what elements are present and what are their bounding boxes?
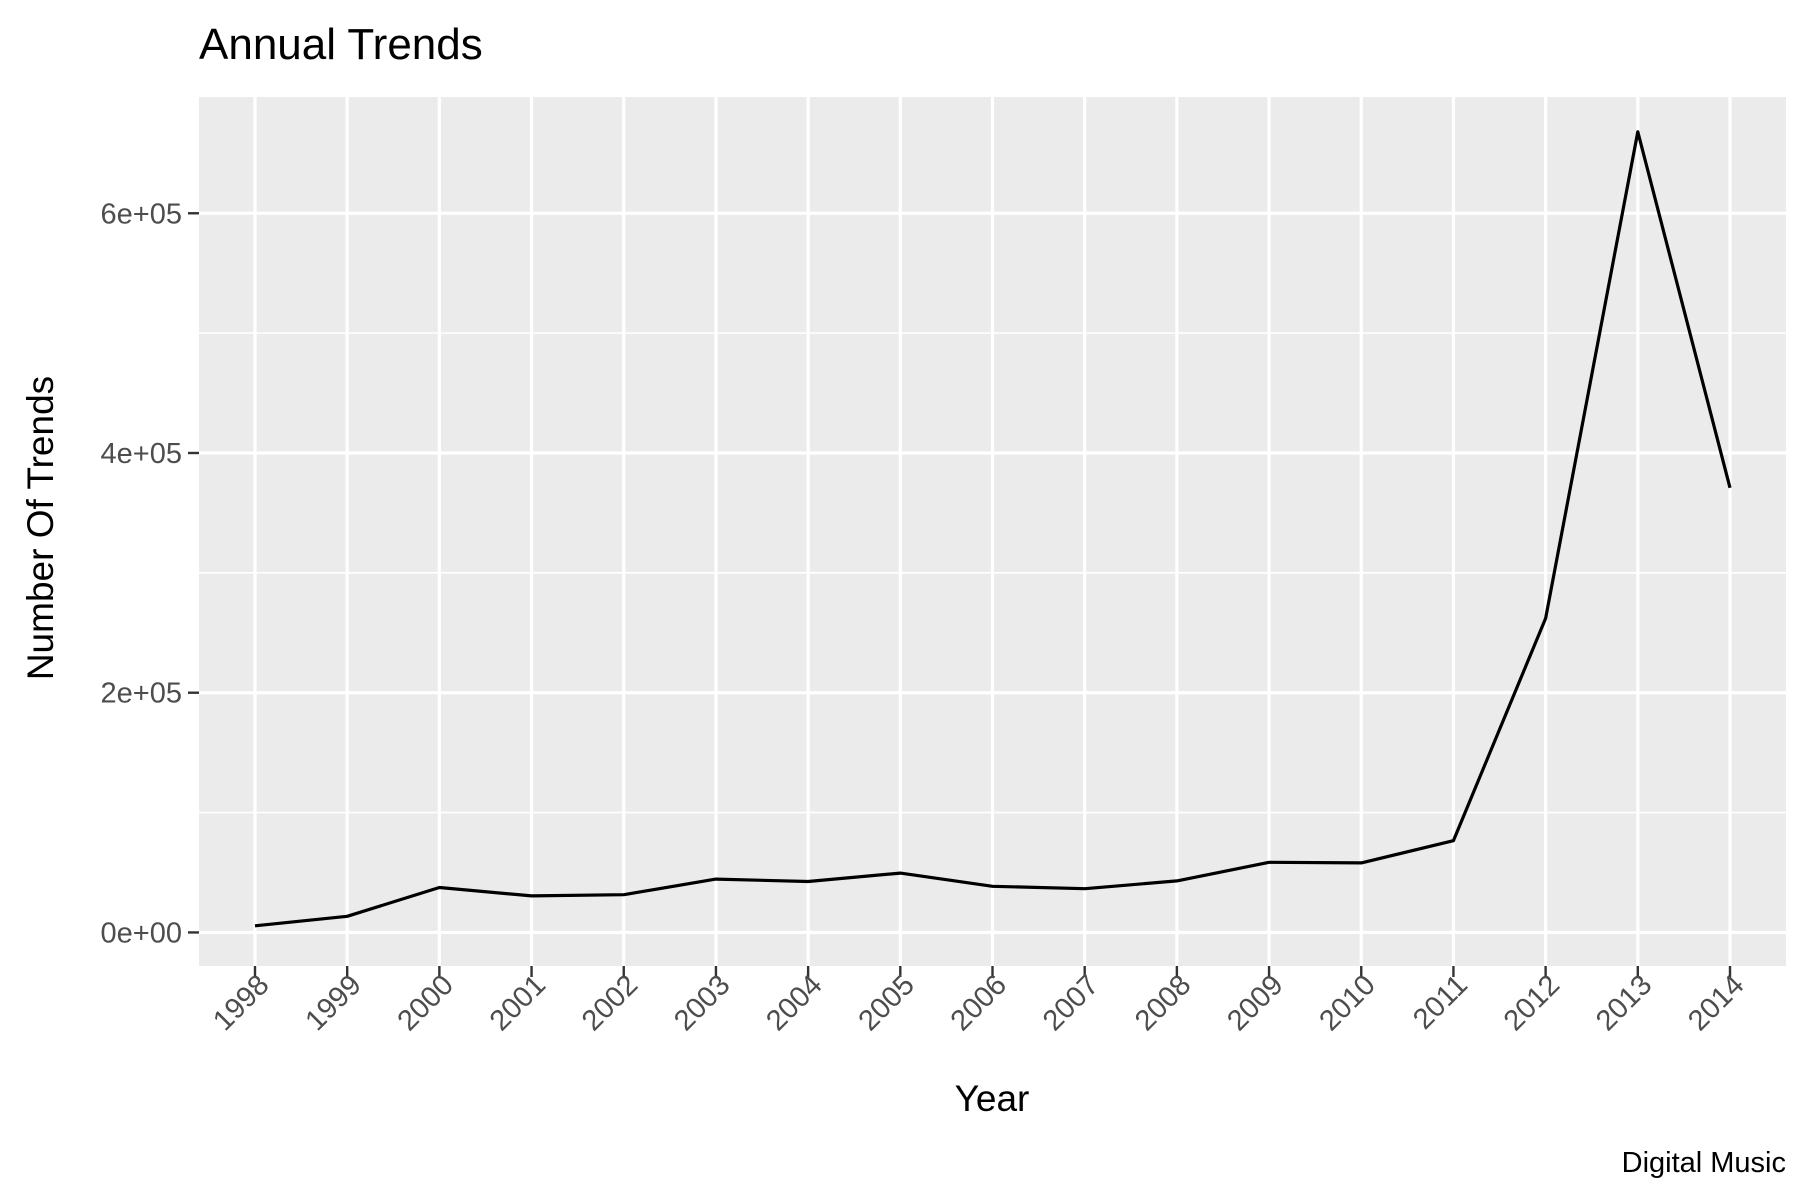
x-tick-label: 2009	[1221, 969, 1289, 1037]
y-tick-label: 0e+00	[101, 917, 182, 949]
y-tick-label: 6e+05	[101, 198, 182, 230]
y-axis-title: Number Of Trends	[20, 376, 61, 680]
x-tick-label: 2002	[576, 969, 644, 1037]
x-tick-label: 1999	[299, 969, 367, 1037]
x-tick-label: 2012	[1498, 969, 1566, 1037]
chart-caption: Digital Music	[1622, 1147, 1786, 1179]
y-tick-label: 4e+05	[101, 438, 182, 470]
x-tick-label: 2013	[1590, 969, 1658, 1037]
x-tick-label: 2007	[1037, 969, 1105, 1037]
x-tick-label: 2004	[760, 969, 828, 1037]
grid-lines	[199, 97, 1786, 966]
x-axis-title: Year	[955, 1078, 1030, 1119]
y-tick-label: 2e+05	[101, 678, 182, 710]
series-line	[254, 130, 1732, 928]
x-tick-label: 2001	[484, 969, 552, 1037]
x-tick-label: 1998	[207, 969, 275, 1037]
x-tick-label: 2008	[1129, 969, 1197, 1037]
x-tick-label: 2005	[853, 969, 921, 1037]
x-tick-label: 2003	[668, 969, 736, 1037]
x-axis: 1998 1999 2000 2001 2002 2003 2004 2005 2006 2007…	[207, 966, 1751, 1037]
x-tick-label: 2006	[945, 969, 1013, 1037]
x-tick-label: 2014	[1682, 969, 1750, 1037]
y-axis: 0e+00 2e+05 4e+05 6e+05	[101, 198, 199, 949]
x-tick-label: 2011	[1407, 969, 1474, 1036]
x-tick-label: 2010	[1314, 969, 1382, 1037]
x-tick-label: 2000	[392, 969, 460, 1037]
chart-title: Annual Trends	[199, 20, 483, 69]
